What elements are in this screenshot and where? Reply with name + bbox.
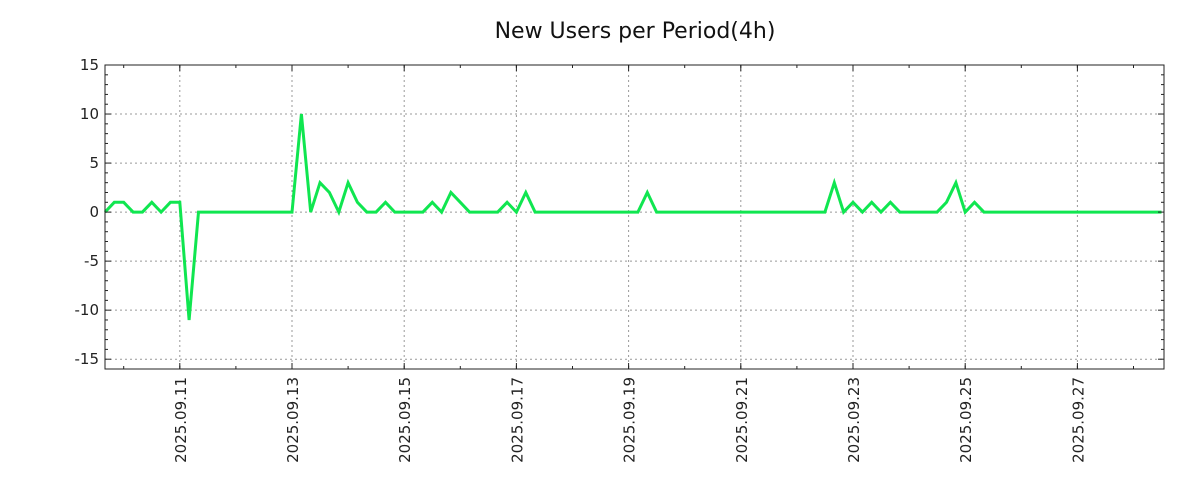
y-tick-label: 10 — [80, 105, 99, 123]
x-tick-label: 2025.09.11 — [172, 377, 190, 463]
x-tick-label: 2025.09.15 — [396, 377, 414, 463]
y-tick-label: -10 — [75, 301, 100, 319]
y-tick-label: -5 — [84, 252, 99, 270]
y-tick-label: 15 — [80, 56, 99, 74]
axes: 15 10 5 0 -5 -10 -15 2025.09.11 2025.09.13 2025.0… — [75, 56, 1164, 463]
x-tick-label: 2025.09.13 — [284, 377, 302, 463]
x-tick-label: 2025.09.25 — [957, 377, 975, 463]
x-tick-label: 2025.09.21 — [733, 377, 751, 463]
y-tick-label: -15 — [75, 350, 100, 368]
plot-frame — [104, 64, 1165, 370]
x-tick-label: 2025.09.19 — [621, 377, 639, 463]
y-tick-label: 0 — [89, 203, 99, 221]
x-tick-label: 2025.09.27 — [1069, 377, 1087, 463]
y-tick-label: 5 — [89, 154, 99, 172]
grid — [105, 64, 1164, 369]
x-tick-label: 2025.09.17 — [508, 377, 526, 463]
chart-title: New Users per Period(4h) — [495, 19, 776, 44]
series-line-group — [103, 113, 1162, 321]
x-tick-label: 2025.09.23 — [845, 377, 863, 463]
series-line-new-users — [103, 113, 1162, 321]
